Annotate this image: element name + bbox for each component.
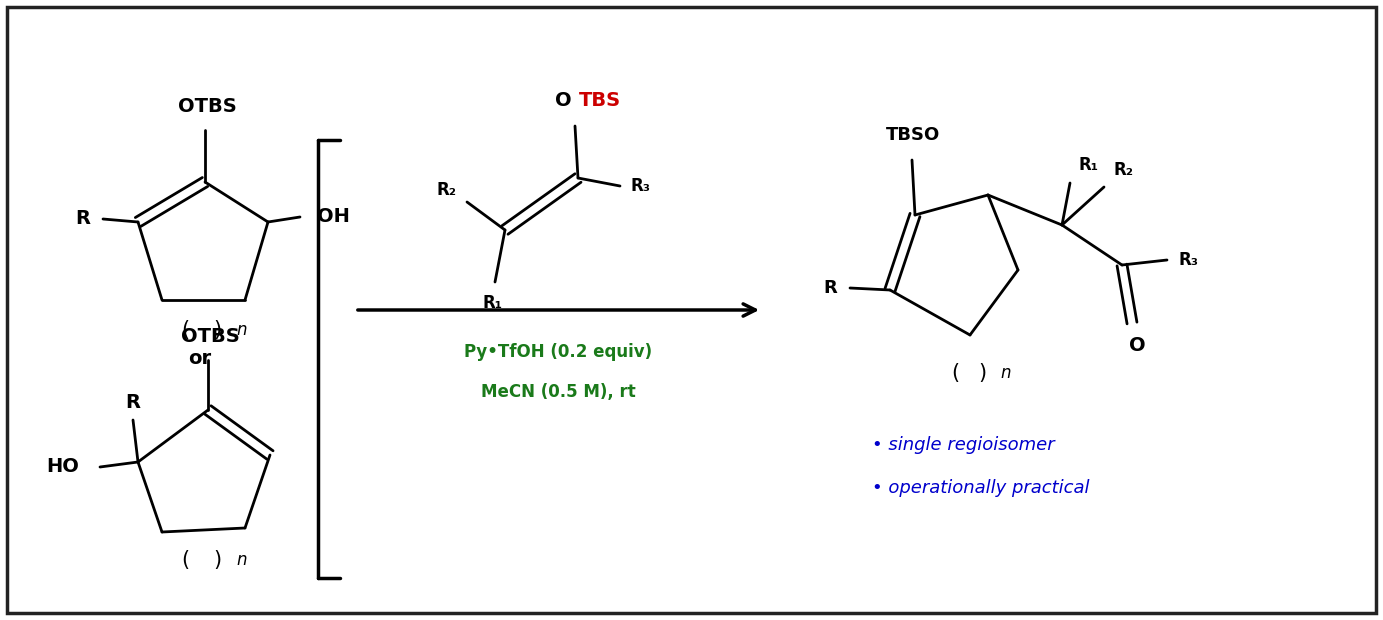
Text: R: R: [76, 210, 90, 229]
Text: ): ): [978, 363, 986, 383]
Text: ): ): [213, 320, 221, 340]
Text: R₃: R₃: [631, 177, 650, 195]
Text: HO: HO: [47, 458, 79, 477]
Text: MeCN (0.5 M), rt: MeCN (0.5 M), rt: [481, 383, 636, 401]
Text: R₂: R₂: [1113, 161, 1134, 179]
Text: n: n: [236, 321, 246, 339]
Text: R₃: R₃: [1178, 251, 1199, 269]
Text: (: (: [952, 363, 958, 383]
Text: OTBS: OTBS: [177, 97, 236, 117]
Text: or: or: [188, 348, 212, 368]
Text: R: R: [126, 392, 141, 412]
Text: R: R: [823, 279, 837, 297]
Text: OTBS: OTBS: [181, 327, 239, 347]
Text: R₂: R₂: [437, 181, 456, 199]
Text: n: n: [1001, 364, 1011, 382]
Text: • single regioisomer: • single regioisomer: [873, 436, 1055, 454]
Text: Py•TfOH (0.2 equiv): Py•TfOH (0.2 equiv): [465, 343, 653, 361]
Text: OH: OH: [317, 208, 350, 226]
Text: O: O: [1129, 335, 1145, 355]
Text: R₁: R₁: [1077, 156, 1098, 174]
Text: (: (: [181, 320, 189, 340]
Text: TBS: TBS: [579, 92, 621, 110]
Text: ): ): [213, 550, 221, 570]
Text: • operationally practical: • operationally practical: [873, 479, 1090, 497]
Text: TBSO: TBSO: [887, 126, 940, 144]
Text: O: O: [555, 92, 571, 110]
Text: n: n: [236, 551, 246, 569]
Text: R₁: R₁: [483, 294, 503, 312]
Text: (: (: [181, 550, 189, 570]
